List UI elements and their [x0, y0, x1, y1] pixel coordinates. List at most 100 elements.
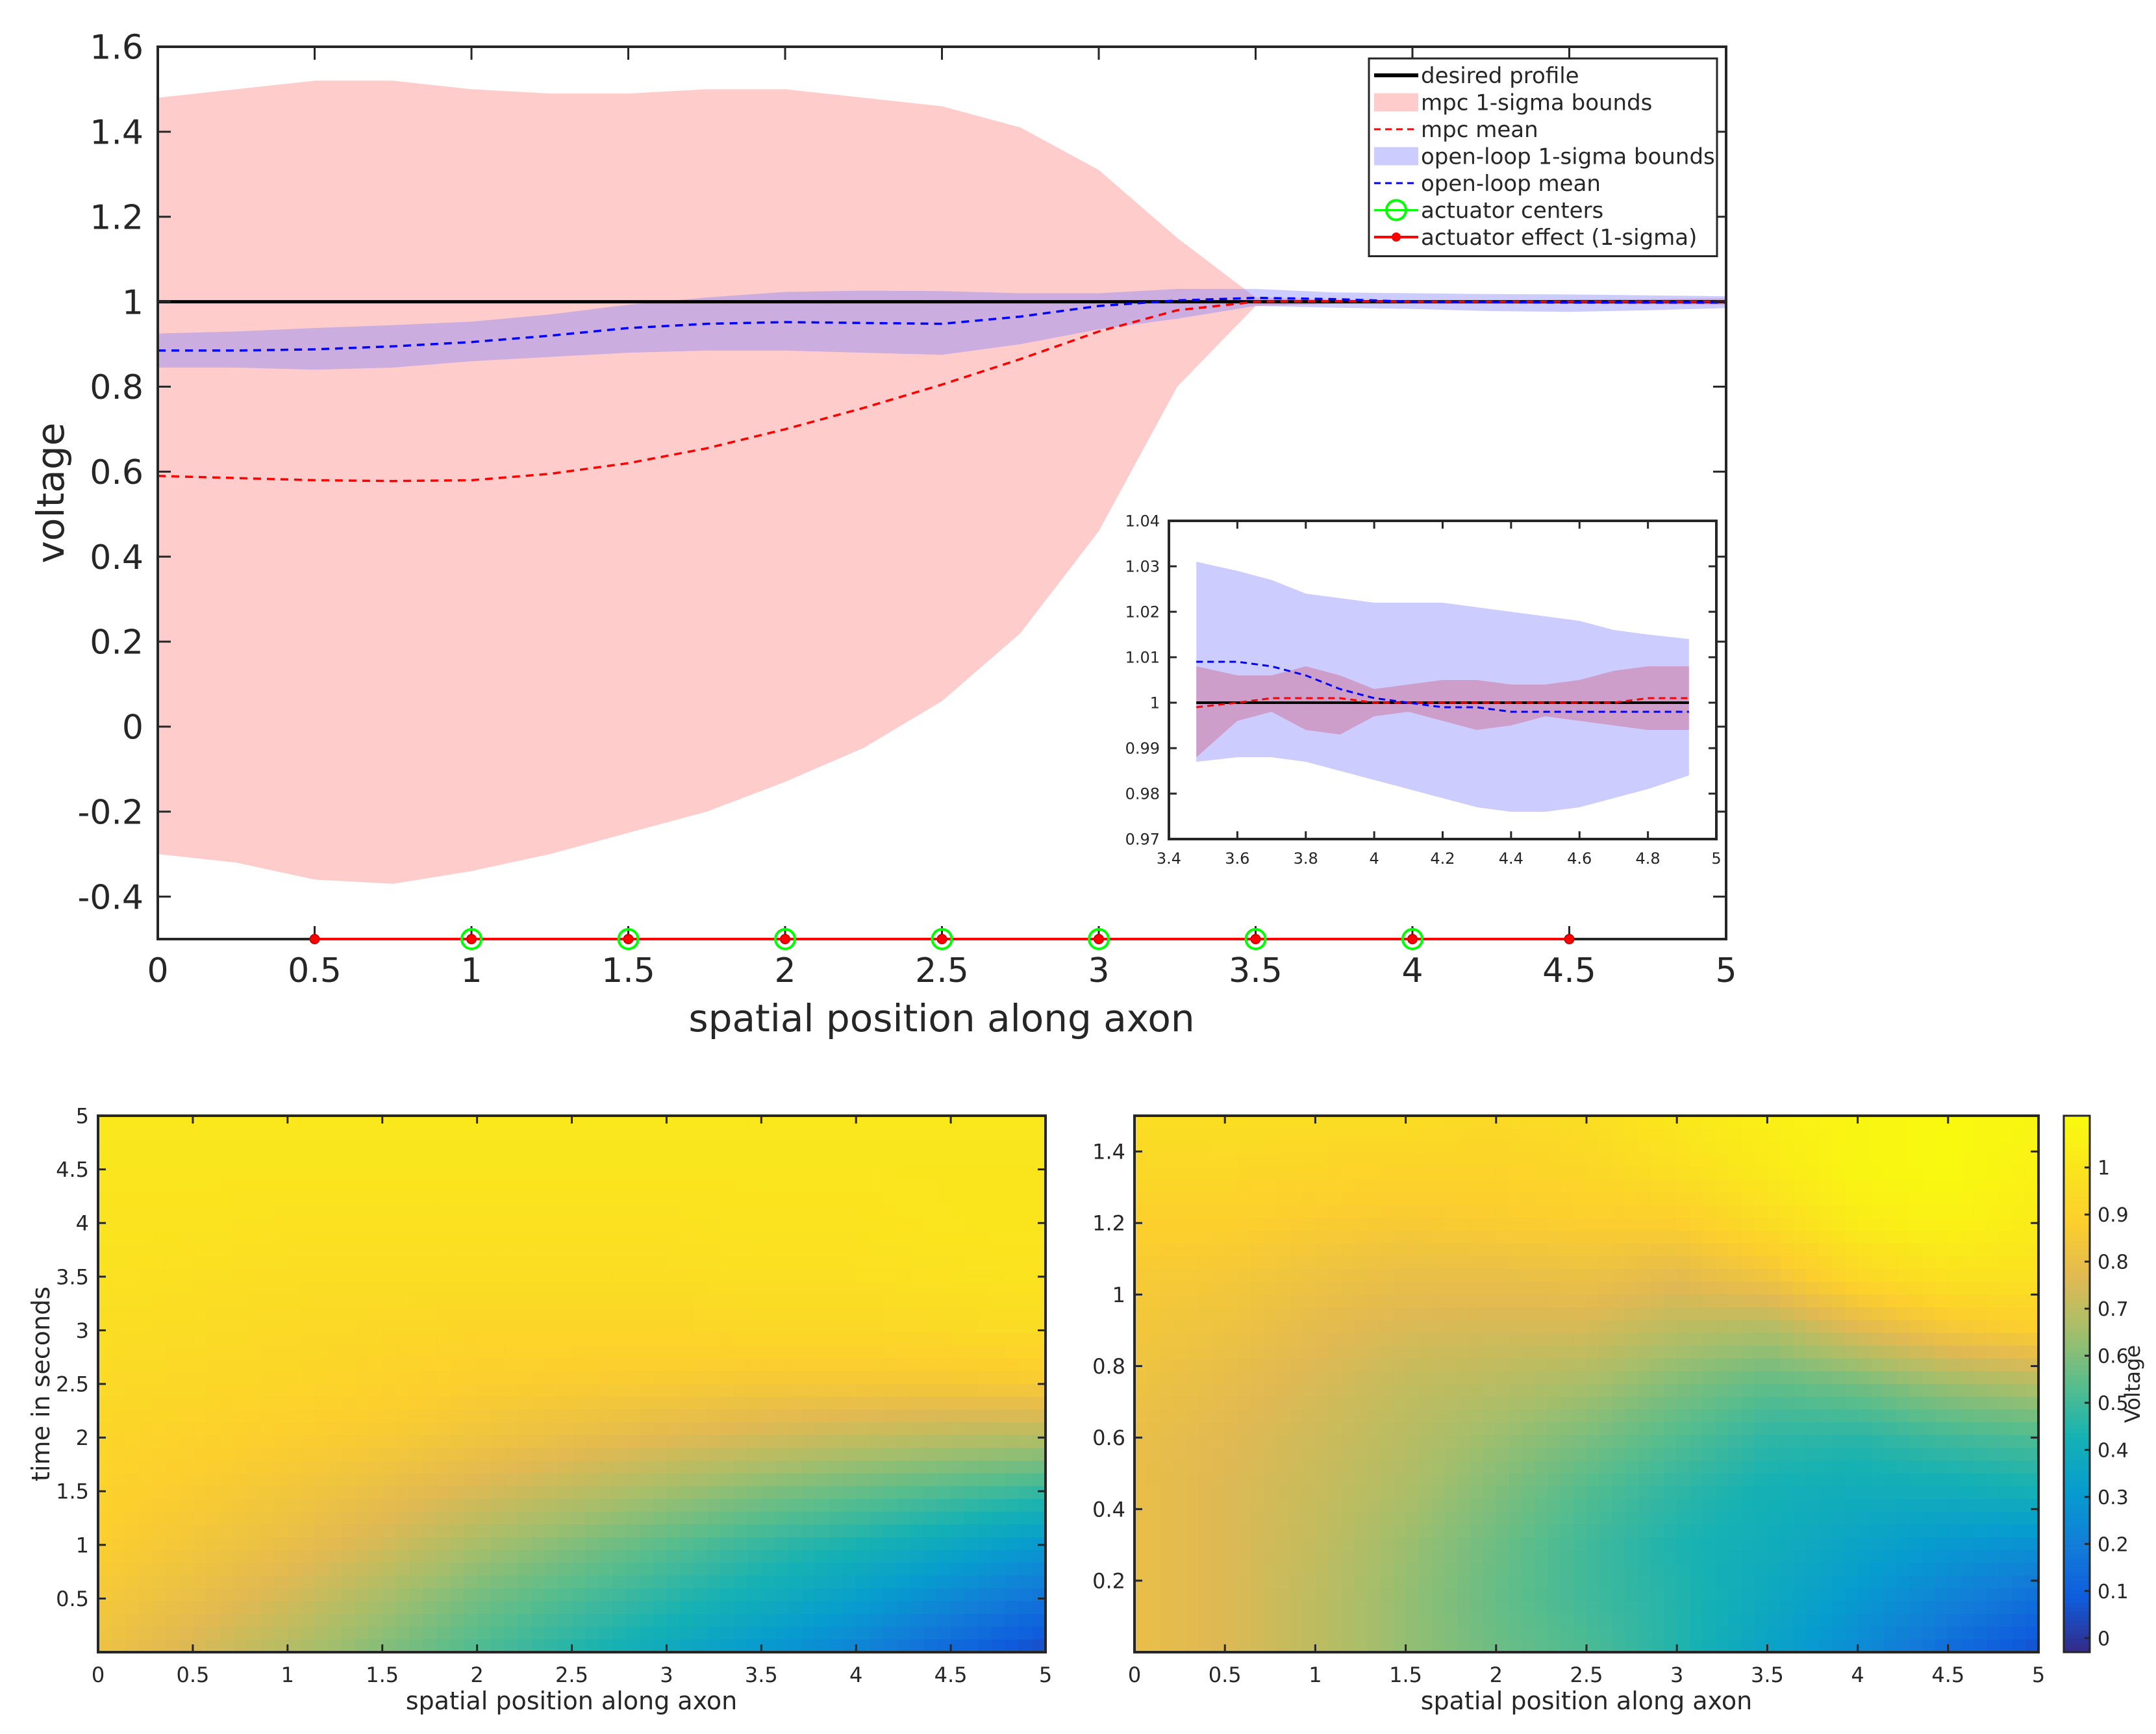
- left-heatmap-cell: [747, 1333, 762, 1346]
- left-heatmap-cell: [625, 1396, 640, 1411]
- right-heatmap-cell: [1831, 1384, 1846, 1398]
- left-heatmap-cell: [639, 1116, 654, 1129]
- right-heatmap-cell: [1664, 1409, 1677, 1423]
- left-heatmap-cell: [788, 1154, 803, 1168]
- left-heatmap-cell: [599, 1358, 613, 1372]
- left-heatmap-cell: [856, 1614, 870, 1627]
- left-heatmap-cell: [896, 1448, 911, 1461]
- left-heatmap-cell: [98, 1281, 112, 1296]
- right-heatmap-cell: [1664, 1320, 1677, 1334]
- right-heatmap-cell: [1793, 1435, 1807, 1449]
- right-heatmap-cell: [1250, 1256, 1264, 1270]
- left-heatmap-cell: [314, 1486, 329, 1500]
- left-heatmap-cell: [192, 1281, 207, 1296]
- left-heatmap-cell: [436, 1141, 451, 1155]
- right-heatmap-cell: [1186, 1281, 1200, 1296]
- left-heatmap-cell: [788, 1294, 803, 1308]
- right-heatmap-cell: [1147, 1269, 1161, 1283]
- left-heatmap-cell: [260, 1192, 275, 1206]
- right-heatmap-cell: [1418, 1166, 1433, 1181]
- left-heatmap-cell: [409, 1192, 424, 1206]
- left-heatmap-cell: [558, 1614, 573, 1627]
- left-heatmap-cell: [355, 1524, 370, 1538]
- left-heatmap-cell: [423, 1461, 437, 1474]
- actuator-center-marker: [931, 928, 953, 950]
- left-heatmap-cell: [382, 1588, 397, 1602]
- right-heatmap-cell: [1831, 1396, 1846, 1411]
- left-heatmap-cell: [436, 1626, 451, 1640]
- right-heatmap-cell: [1134, 1256, 1148, 1270]
- right-heatmap-cell: [2012, 1346, 2026, 1359]
- right-heatmap-cell: [1857, 1320, 1872, 1334]
- left-heatmap-cell: [531, 1422, 545, 1436]
- left-heatmap-cell: [490, 1333, 505, 1346]
- left-heatmap-cell: [152, 1409, 167, 1423]
- right-heatmap-cell: [1728, 1166, 1742, 1181]
- left-heatmap-cell: [531, 1473, 545, 1487]
- right-heatmap-cell: [1276, 1179, 1290, 1193]
- left-heatmap-cell: [734, 1588, 749, 1602]
- left-heatmap-cell: [680, 1281, 694, 1296]
- left-heatmap-cell: [192, 1588, 207, 1602]
- left-heatmap-cell: [829, 1384, 844, 1398]
- right-heatmap-cell: [2012, 1154, 2026, 1168]
- right-heatmap-cell: [1431, 1192, 1446, 1206]
- right-heatmap-cell: [1238, 1141, 1251, 1155]
- left-heatmap-cell: [301, 1626, 316, 1640]
- right-heatmap-cell: [1315, 1333, 1329, 1346]
- left-heatmap-cell: [1018, 1537, 1033, 1551]
- left-heatmap-cell: [707, 1486, 721, 1500]
- left-heatmap-cell: [301, 1269, 316, 1283]
- left-heatmap-cell: [233, 1256, 248, 1270]
- right-heatmap-cell: [1444, 1269, 1458, 1283]
- left-heatmap-cell: [815, 1588, 830, 1602]
- left-heatmap-cell: [260, 1563, 275, 1576]
- left-heatmap-cell: [138, 1256, 153, 1270]
- left-heatmap-cell: [883, 1614, 897, 1627]
- right-heatmap-cell: [1509, 1231, 1523, 1244]
- left-heatmap-cell: [653, 1473, 668, 1487]
- left-heatmap-cell: [694, 1576, 708, 1589]
- left-heatmap-cell: [382, 1550, 397, 1564]
- right-heatmap-cell: [1147, 1346, 1161, 1359]
- right-heatmap-cell: [1561, 1256, 1574, 1270]
- main-y-tick-label: -0.2: [78, 793, 144, 832]
- left-heatmap-cell: [612, 1231, 627, 1244]
- right-heatmap-cell: [1625, 1281, 1639, 1296]
- right-heatmap-cell: [1599, 1409, 1613, 1423]
- left-heatmap-cell: [612, 1243, 627, 1257]
- right-heatmap-cell: [1263, 1179, 1277, 1193]
- left-heatmap-cell: [477, 1524, 492, 1538]
- left-heatmap-cell: [896, 1576, 911, 1589]
- right-heatmap-cell: [1987, 1281, 2001, 1296]
- left-heatmap-cell: [707, 1384, 721, 1398]
- left-heatmap-cell: [531, 1563, 545, 1576]
- right-heatmap-cell: [1922, 1320, 1936, 1334]
- right-heatmap-cell: [1715, 1281, 1729, 1296]
- left-heatmap-cell: [111, 1192, 126, 1206]
- left-heatmap-cell: [111, 1243, 126, 1257]
- left-heatmap-cell: [625, 1116, 640, 1129]
- left-heatmap-cell: [518, 1550, 532, 1564]
- left-heatmap-cell: [98, 1154, 112, 1168]
- right-heatmap-cell: [1509, 1128, 1523, 1142]
- left-heatmap-cell: [558, 1461, 573, 1474]
- right-heatmap-cell: [1664, 1256, 1677, 1270]
- left-heatmap-cell: [531, 1499, 545, 1513]
- right-heatmap-cell: [1664, 1371, 1677, 1385]
- right-heatmap-cell: [1896, 1116, 1910, 1129]
- left-heatmap-cell: [977, 1537, 992, 1551]
- right-heatmap-cell: [1354, 1128, 1368, 1142]
- right-heatmap-cell: [1728, 1422, 1742, 1436]
- left-heatmap-cell: [842, 1307, 857, 1321]
- right-heatmap-cell: [1263, 1166, 1277, 1181]
- right-heatmap-cell: [1793, 1116, 1807, 1129]
- left-heatmap-cell: [720, 1537, 735, 1551]
- right-heatmap-cell: [1987, 1166, 2001, 1181]
- left-heatmap-cell: [775, 1116, 789, 1129]
- right-heatmap-cell: [1496, 1333, 1510, 1346]
- right-heatmap-cell: [1225, 1141, 1238, 1155]
- left-heatmap-cell: [801, 1461, 816, 1474]
- left-heatmap-cell: [98, 1473, 112, 1487]
- right-heatmap-cell: [1844, 1166, 1859, 1181]
